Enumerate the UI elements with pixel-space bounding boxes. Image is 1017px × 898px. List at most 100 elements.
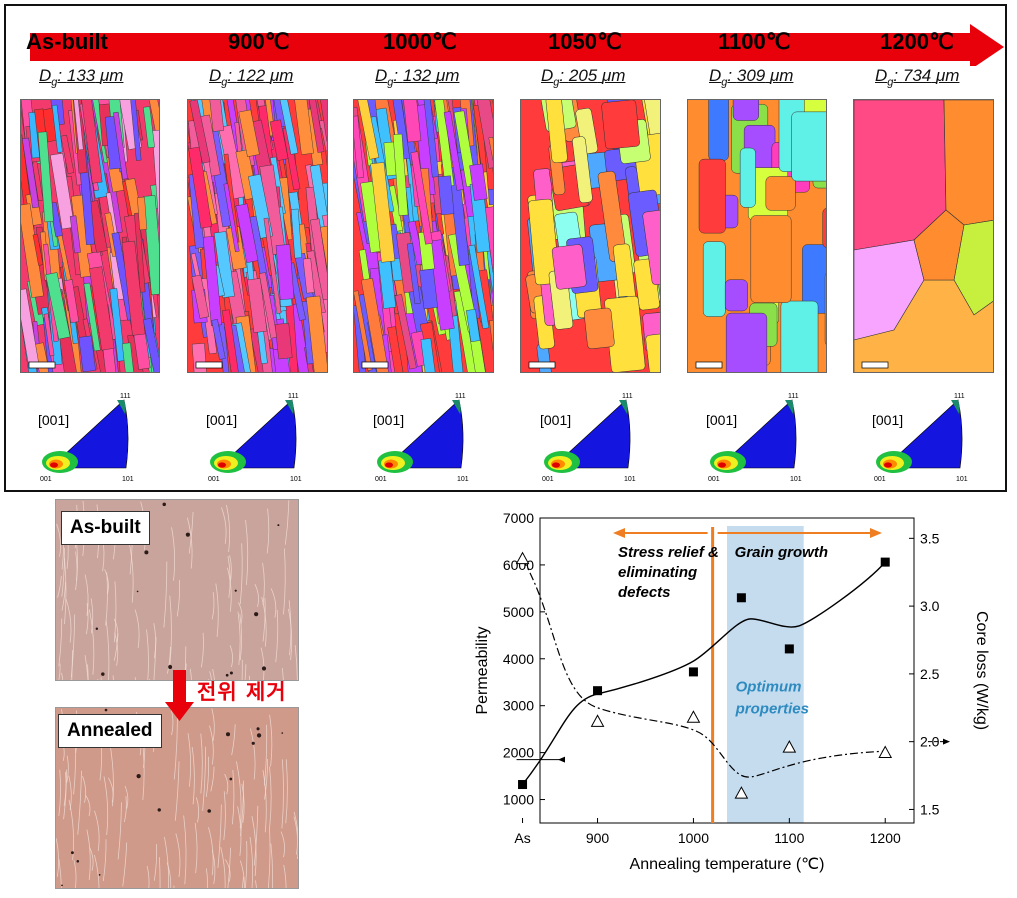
grain-boundary-line (293, 816, 298, 855)
ebsd-grain (469, 163, 488, 201)
ebsd-grain (157, 293, 159, 335)
ipf-corner-111-label: 111 (120, 393, 131, 400)
ebsd-grain (269, 119, 289, 161)
ebsd-grain (750, 215, 792, 303)
grain-boundary-line (174, 761, 180, 821)
grain-boundary-line (173, 885, 175, 898)
pore-dot (61, 884, 63, 887)
x-tick-label: 1200 (870, 830, 901, 846)
pore-dot (95, 627, 99, 630)
grain-boundary-line (68, 799, 74, 861)
grain-boundary-line (55, 838, 60, 877)
ebsd-grain (443, 111, 464, 191)
ipf-contour (785, 400, 794, 414)
ebsd-grain (642, 208, 660, 285)
ebsd-grain (545, 100, 568, 164)
ipf-corner-101-label: 101 (122, 476, 134, 483)
ebsd-grain (78, 335, 96, 372)
ebsd-grain (191, 274, 210, 319)
grain-boundary-line (269, 766, 272, 827)
grain-boundary-line (176, 579, 181, 617)
ebsd-grain (275, 244, 295, 300)
ebsd-grain (583, 307, 615, 350)
ebsd-grain (208, 100, 224, 132)
x-tick-label: As (514, 830, 530, 846)
annealed-label: Annealed (58, 714, 162, 748)
ebsd-grain (50, 152, 75, 230)
ipf-contour (385, 462, 393, 468)
ebsd-grain (142, 195, 159, 296)
permeability-point (784, 644, 794, 654)
ipf-corner-111-label: 111 (455, 393, 466, 400)
ebsd-grain (392, 133, 409, 216)
permeability-point (880, 557, 890, 567)
y-tick-label: 7000 (503, 510, 534, 526)
ipf-corner-111-label: 111 (288, 393, 299, 400)
ebsd-grain (370, 162, 396, 263)
ebsd-grain (306, 295, 327, 372)
grain-boundary-line (84, 574, 89, 616)
x-tick-label: 1000 (678, 830, 709, 846)
ebsd-grain (188, 146, 213, 229)
temp-label-900: 900℃ (228, 29, 290, 54)
ebsd-grain (943, 100, 993, 226)
ebsd-map-1200 (853, 99, 994, 373)
pore-dot (256, 727, 260, 731)
ebsd-grain (420, 338, 440, 372)
ipf-corner-001-label: 001 (40, 476, 52, 483)
ebsd-grain (146, 100, 159, 147)
ebsd-grain (320, 225, 327, 284)
ebsd-grain (37, 131, 54, 223)
ipf-corner-101-label: 101 (790, 476, 802, 483)
grain-boundary-line (261, 597, 267, 647)
ipf-contour (285, 400, 294, 414)
ebsd-grain (354, 115, 364, 179)
grain-boundary-line (285, 759, 288, 824)
grain-boundary-line (229, 645, 234, 668)
grain-boundary-line (240, 780, 244, 837)
ebsd-grain (645, 333, 660, 372)
ebsd-grain (60, 134, 75, 174)
ebsd-grain (69, 215, 81, 254)
ipf-triangle-as-built: [001] 111 001 101 (38, 392, 148, 487)
ebsd-grain (394, 294, 417, 370)
grain-boundary-line (86, 829, 91, 880)
ipf-corner-111-label: 111 (788, 393, 799, 400)
grain-boundary-line (270, 588, 277, 618)
pore-dot (254, 612, 259, 617)
x-tick-label: 900 (586, 830, 610, 846)
grain-boundary-line (200, 733, 203, 794)
ipf-contour (50, 462, 58, 468)
grain-boundary-line (56, 523, 61, 557)
ebsd-map-1200-image (854, 100, 993, 372)
grain-boundary-line (226, 504, 231, 552)
x-axis-label: Annealing temperature (℃) (630, 856, 825, 873)
ebsd-grain (423, 100, 439, 178)
grain-boundary-line (66, 755, 69, 783)
optimum-text: properties (735, 701, 809, 718)
pore-dot (70, 851, 74, 855)
temp-label-1000: 1000℃ (383, 29, 457, 54)
ebsd-grain (122, 342, 136, 372)
stress-relief-text: eliminating (618, 564, 697, 581)
ipf-corner-001-label: 001 (874, 476, 886, 483)
pore-dot (157, 808, 161, 812)
grain-boundary-line (227, 567, 232, 612)
stress-relief-arrowhead (613, 528, 625, 538)
dislocation-removal-label: 전위 제거 (197, 680, 287, 704)
grain-boundary-line (183, 815, 187, 885)
ebsd-grain (290, 208, 302, 259)
left-axis-indicator-head (558, 756, 565, 763)
grain-size-1100: Dg: 309 μm (709, 66, 794, 89)
ipf-triangle-900: [001] 111 001 101 (206, 392, 316, 487)
ebsd-grain (223, 183, 240, 253)
ipf-contour (884, 462, 892, 468)
ebsd-grain (572, 136, 593, 204)
ebsd-grain (63, 279, 80, 324)
grain-boundary-line (61, 547, 65, 597)
grain-boundary-line (288, 600, 292, 656)
core-loss-fit-line (522, 558, 886, 778)
grain-boundary-line (254, 583, 259, 607)
grain-boundary-line (191, 746, 195, 805)
grain-boundary-line (288, 608, 293, 661)
